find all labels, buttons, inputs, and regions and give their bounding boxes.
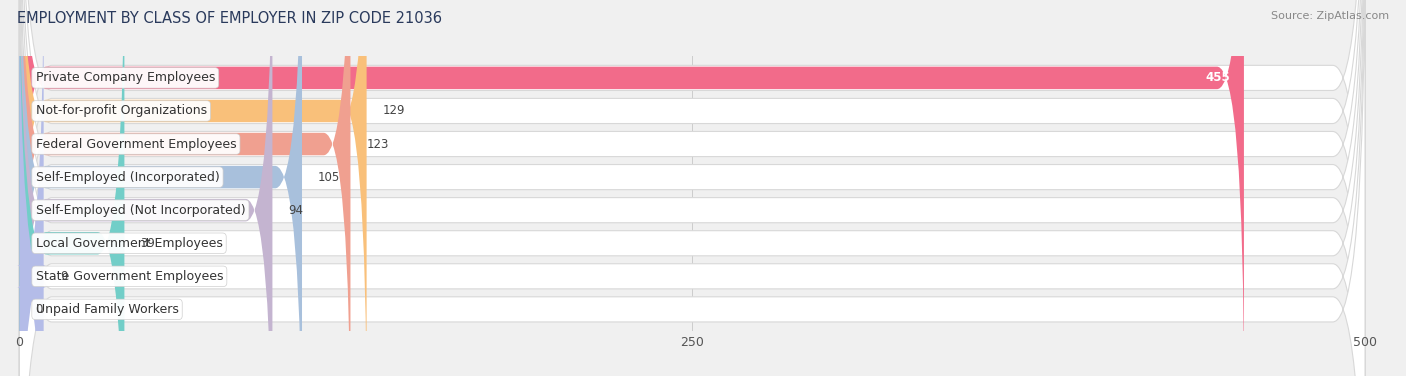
FancyBboxPatch shape [20, 0, 1365, 376]
Text: 0: 0 [35, 303, 44, 316]
FancyBboxPatch shape [20, 0, 124, 376]
FancyBboxPatch shape [20, 0, 1365, 376]
FancyBboxPatch shape [20, 0, 273, 376]
Text: 455: 455 [1206, 71, 1230, 84]
Text: 129: 129 [382, 105, 405, 117]
FancyBboxPatch shape [20, 0, 350, 376]
FancyBboxPatch shape [20, 0, 1365, 376]
FancyBboxPatch shape [20, 0, 1365, 376]
FancyBboxPatch shape [20, 0, 302, 376]
FancyBboxPatch shape [20, 0, 367, 376]
Text: EMPLOYMENT BY CLASS OF EMPLOYER IN ZIP CODE 21036: EMPLOYMENT BY CLASS OF EMPLOYER IN ZIP C… [17, 11, 441, 26]
Text: Self-Employed (Not Incorporated): Self-Employed (Not Incorporated) [35, 204, 245, 217]
Text: 39: 39 [141, 237, 156, 250]
Text: 94: 94 [288, 204, 304, 217]
FancyBboxPatch shape [20, 0, 1365, 376]
Text: 123: 123 [367, 138, 389, 150]
FancyBboxPatch shape [20, 0, 1365, 376]
Text: Source: ZipAtlas.com: Source: ZipAtlas.com [1271, 11, 1389, 21]
Text: Not-for-profit Organizations: Not-for-profit Organizations [35, 105, 207, 117]
Text: Private Company Employees: Private Company Employees [35, 71, 215, 84]
FancyBboxPatch shape [20, 0, 1365, 376]
FancyBboxPatch shape [20, 0, 1244, 376]
Text: Local Government Employees: Local Government Employees [35, 237, 222, 250]
Text: 105: 105 [318, 171, 340, 183]
Text: Self-Employed (Incorporated): Self-Employed (Incorporated) [35, 171, 219, 183]
Text: Unpaid Family Workers: Unpaid Family Workers [35, 303, 179, 316]
Text: Federal Government Employees: Federal Government Employees [35, 138, 236, 150]
Text: 9: 9 [60, 270, 67, 283]
FancyBboxPatch shape [17, 0, 46, 376]
FancyBboxPatch shape [20, 0, 1365, 376]
Text: State Government Employees: State Government Employees [35, 270, 224, 283]
